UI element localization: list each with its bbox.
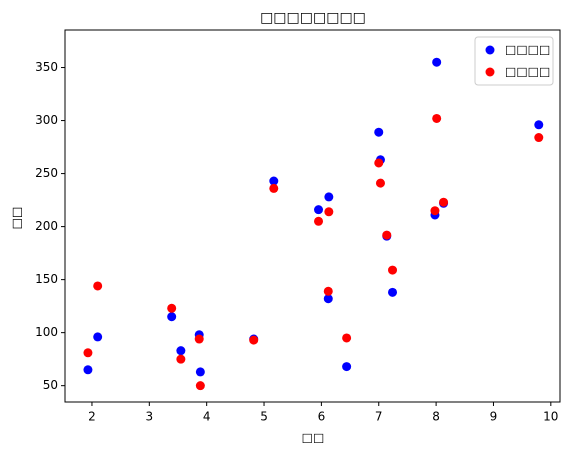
point xyxy=(269,183,279,193)
point xyxy=(323,294,333,304)
x-tick-label: 4 xyxy=(203,410,211,424)
point xyxy=(374,158,384,168)
y-tick-label: 100 xyxy=(35,325,58,339)
point xyxy=(249,335,259,345)
point xyxy=(382,230,392,240)
x-tick-label: 8 xyxy=(432,410,440,424)
point xyxy=(534,133,544,143)
point xyxy=(194,334,204,344)
point xyxy=(323,286,333,296)
point xyxy=(83,348,93,358)
point xyxy=(314,216,324,226)
x-tick-label: 9 xyxy=(490,410,498,424)
point xyxy=(176,354,186,364)
y-tick-label: 150 xyxy=(35,272,58,286)
x-tick-label: 10 xyxy=(543,410,558,424)
point xyxy=(374,127,384,137)
point xyxy=(430,206,440,216)
point xyxy=(432,113,442,123)
x-tick-label: 2 xyxy=(88,410,96,424)
y-tick-label: 200 xyxy=(35,219,58,233)
x-tick-label: 3 xyxy=(145,410,153,424)
point xyxy=(439,197,449,207)
point xyxy=(375,178,385,188)
point xyxy=(167,312,177,322)
x-tick-label: 7 xyxy=(375,410,383,424)
point xyxy=(534,120,544,130)
point xyxy=(195,381,205,391)
point xyxy=(342,333,352,343)
point xyxy=(93,281,103,291)
point xyxy=(269,176,279,186)
legend-marker xyxy=(485,67,495,77)
point xyxy=(324,192,334,202)
point xyxy=(314,205,324,215)
chart-title: □□□□□□□□ xyxy=(260,10,366,26)
point xyxy=(176,346,186,356)
plot-frame xyxy=(64,29,561,403)
legend-marker xyxy=(485,45,495,55)
point xyxy=(167,303,177,313)
y-tick-label: 300 xyxy=(35,113,58,127)
point xyxy=(388,265,398,275)
y-axis-label: □□ xyxy=(10,207,24,230)
point xyxy=(388,287,398,297)
point xyxy=(432,57,442,67)
y-tick-label: 50 xyxy=(43,378,58,392)
point xyxy=(93,332,103,342)
y-tick-label: 250 xyxy=(35,166,58,180)
point xyxy=(83,365,93,375)
point xyxy=(195,367,205,377)
legend-label: □□□□ xyxy=(505,43,550,57)
legend-box xyxy=(474,36,554,86)
x-axis-label: □□ xyxy=(302,431,325,445)
x-tick-label: 6 xyxy=(318,410,326,424)
y-tick-label: 350 xyxy=(35,60,58,74)
x-tick-label: 5 xyxy=(260,410,268,424)
point xyxy=(342,362,352,372)
point xyxy=(324,207,334,217)
legend-label: □□□□ xyxy=(505,65,550,79)
